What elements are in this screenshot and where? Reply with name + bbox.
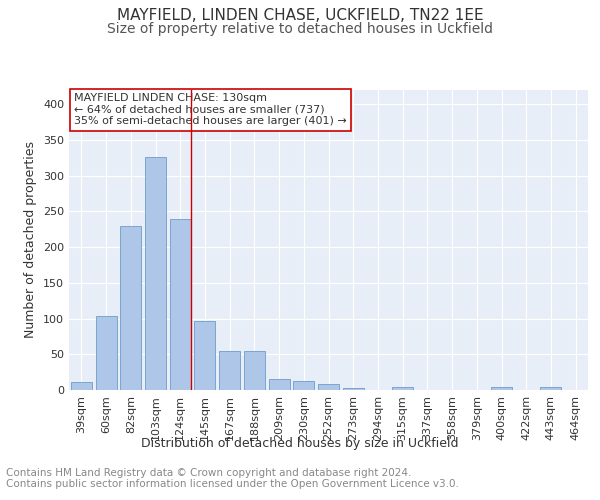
- Bar: [244, 352, 265, 390]
- Bar: [219, 352, 240, 390]
- Text: Size of property relative to detached houses in Uckfield: Size of property relative to detached ho…: [107, 22, 493, 36]
- Bar: [541, 387, 562, 390]
- Bar: [293, 382, 314, 390]
- Bar: [170, 218, 191, 390]
- Bar: [343, 388, 364, 390]
- Bar: [194, 322, 215, 390]
- Bar: [120, 226, 141, 390]
- Bar: [95, 316, 116, 390]
- Text: Distribution of detached houses by size in Uckfield: Distribution of detached houses by size …: [141, 438, 459, 450]
- Text: MAYFIELD, LINDEN CHASE, UCKFIELD, TN22 1EE: MAYFIELD, LINDEN CHASE, UCKFIELD, TN22 1…: [116, 8, 484, 22]
- Y-axis label: Number of detached properties: Number of detached properties: [25, 142, 37, 338]
- Bar: [145, 157, 166, 390]
- Text: Contains HM Land Registry data © Crown copyright and database right 2024.
Contai: Contains HM Land Registry data © Crown c…: [6, 468, 459, 489]
- Bar: [392, 387, 413, 390]
- Bar: [491, 387, 512, 390]
- Bar: [318, 384, 339, 390]
- Text: MAYFIELD LINDEN CHASE: 130sqm
← 64% of detached houses are smaller (737)
35% of : MAYFIELD LINDEN CHASE: 130sqm ← 64% of d…: [74, 93, 347, 126]
- Bar: [71, 382, 92, 390]
- Bar: [269, 380, 290, 390]
